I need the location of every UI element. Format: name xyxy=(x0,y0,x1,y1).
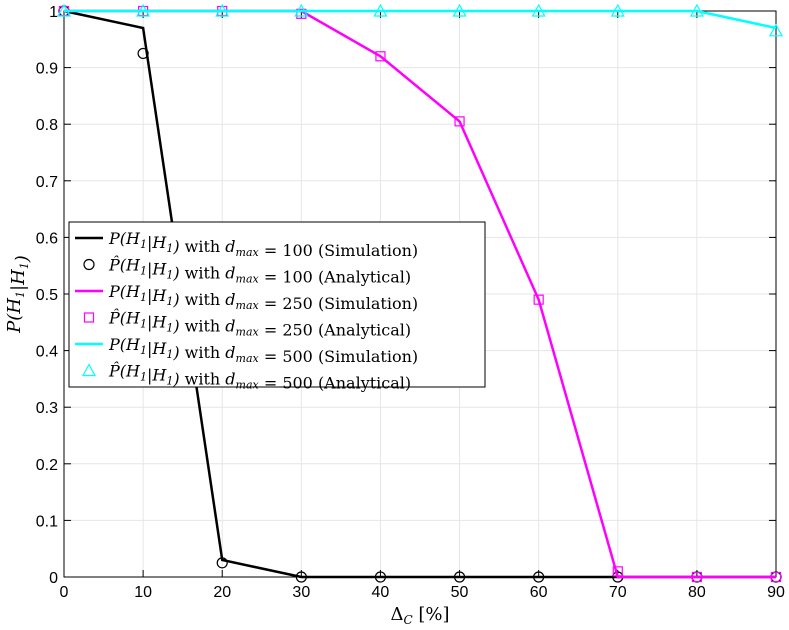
data-point-square xyxy=(691,571,702,583)
x-axis-label: ΔC [%] xyxy=(390,604,449,627)
legend-entry: P̂(H1|H1) with dmax = 500 (Analytical) xyxy=(108,362,411,393)
legend-entry: P(H1|H1) with dmax = 100 (Simulation) xyxy=(108,229,418,260)
y-tick-label: 0.4 xyxy=(36,344,58,361)
data-point-circle xyxy=(216,557,228,569)
data-point-circle xyxy=(533,571,545,583)
y-tick-label: 0.3 xyxy=(36,400,58,417)
series-line xyxy=(64,9,777,30)
data-point-triangle xyxy=(373,3,388,17)
series-markers xyxy=(56,3,784,37)
data-point-square xyxy=(770,571,782,583)
x-tick-label: 10 xyxy=(134,584,152,601)
data-point-circle xyxy=(137,47,149,60)
data-point-circle xyxy=(453,571,466,583)
y-tick-label: 0.6 xyxy=(36,230,58,247)
data-point-triangle xyxy=(452,3,467,17)
legend-entry: P̂(H1|H1) with dmax = 250 (Analytical) xyxy=(108,309,411,340)
x-tick-label: 20 xyxy=(213,584,231,601)
data-point-triangle xyxy=(215,3,230,17)
y-axis-label: P(H1|H1) xyxy=(4,255,33,334)
x-tick-label: 50 xyxy=(451,584,469,601)
y-tick-label: 0 xyxy=(49,570,58,587)
series-line xyxy=(64,9,777,30)
y-tick-label: 1 xyxy=(49,4,58,21)
legend: P(H1|H1) with dmax = 100 (Simulation)P̂(… xyxy=(68,221,486,393)
x-tick-label: 60 xyxy=(530,584,548,601)
legend-entry: P̂(H1|H1) with dmax = 100 (Analytical) xyxy=(108,256,411,287)
x-tick-label: 80 xyxy=(688,584,706,601)
y-tick-label: 0.5 xyxy=(36,287,58,304)
legend-marker-swatch xyxy=(81,363,97,377)
data-point-triangle xyxy=(610,3,625,17)
legend-marker-swatch xyxy=(83,258,95,271)
data-point-square xyxy=(375,51,386,62)
y-tick-label: 0.1 xyxy=(36,513,58,530)
y-tick-label: 0.9 xyxy=(36,61,58,78)
x-tick-label: 90 xyxy=(767,584,785,601)
data-point-triangle xyxy=(531,3,546,17)
x-tick-label: 30 xyxy=(292,584,310,601)
data-point-circle xyxy=(374,571,387,583)
data-point-triangle xyxy=(768,23,784,37)
x-tick-label: 40 xyxy=(372,584,390,601)
x-tick-label: 70 xyxy=(609,584,627,601)
data-point-square xyxy=(533,294,544,305)
data-point-square xyxy=(454,116,465,127)
legend-box xyxy=(68,221,486,388)
data-point-triangle xyxy=(689,3,704,17)
y-tick-label: 0.2 xyxy=(36,457,58,474)
data-point-triangle xyxy=(136,3,151,17)
y-tick-label: 0.8 xyxy=(36,117,58,134)
axis-ticks: 0 10 20 30 40 50 60 70 80 90 0 0.1 0.2 0.3 0.4 0.5 0.6 0.… xyxy=(36,4,785,601)
y-tick-label: 0.7 xyxy=(36,174,58,191)
x-tick-label: 0 xyxy=(60,584,69,601)
data-point-triangle xyxy=(294,3,309,17)
legend-marker-swatch xyxy=(83,312,95,323)
data-point-circle xyxy=(295,571,307,583)
data-point-triangle xyxy=(56,3,72,17)
legend-entry: P(H1|H1) with dmax = 250 (Simulation) xyxy=(108,282,418,313)
data-point-square xyxy=(612,566,623,577)
legend-entry: P(H1|H1) with dmax = 500 (Simulation) xyxy=(108,335,418,366)
